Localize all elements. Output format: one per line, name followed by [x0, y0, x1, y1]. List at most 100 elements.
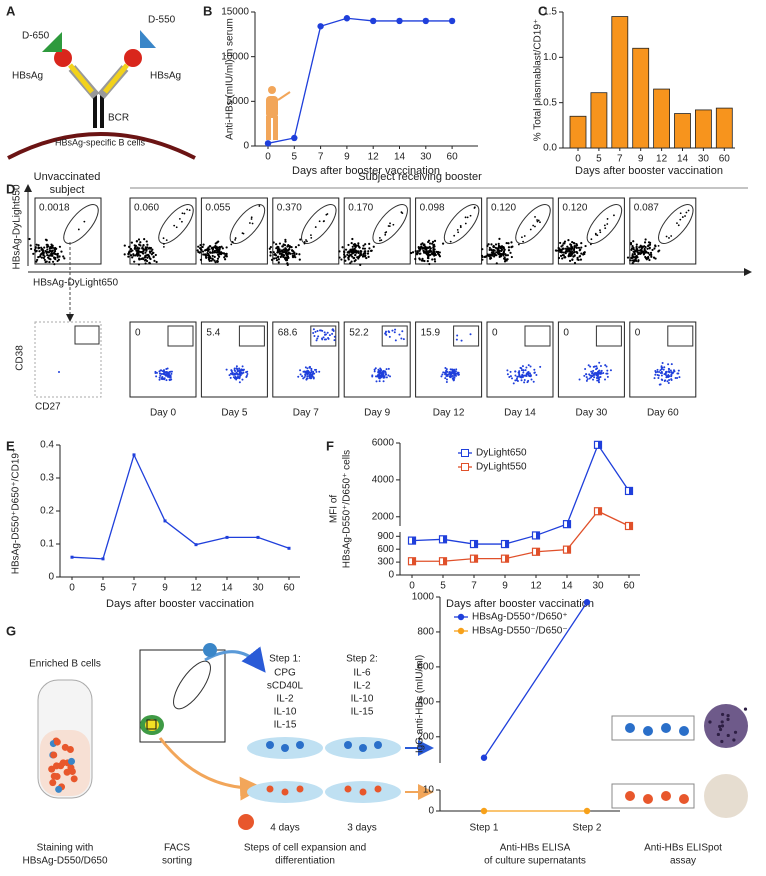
- point: [531, 547, 541, 556]
- cell-dot: [229, 376, 232, 379]
- cell-dot: [659, 369, 662, 372]
- cell-dot: [534, 225, 536, 228]
- cell-dot: [687, 209, 690, 212]
- bar: [611, 16, 629, 149]
- flow-plot: [129, 321, 197, 398]
- cell-dot: [436, 250, 440, 254]
- cell-dot: [516, 375, 519, 378]
- cell-dot: [58, 245, 62, 248]
- cell-dot: [239, 372, 242, 375]
- cell-dot: [453, 234, 456, 237]
- cell-dot: [598, 361, 601, 364]
- cell-dot: [562, 251, 565, 254]
- cell-dot: [643, 249, 646, 252]
- cell-dot: [427, 250, 431, 253]
- cell-dot: [127, 255, 130, 258]
- cell-dot: [629, 241, 633, 245]
- cell-dot: [522, 369, 525, 372]
- cell-dot: [58, 371, 60, 373]
- caption: differentiation: [275, 856, 335, 867]
- gate-value: 0.120: [491, 203, 516, 214]
- point: [624, 521, 634, 531]
- cell-dot: [38, 250, 41, 253]
- cell-dot: [533, 368, 536, 371]
- point-fill: [598, 441, 602, 449]
- cell-dot: [272, 251, 275, 254]
- cell-dot: [309, 377, 312, 380]
- dye: [42, 32, 62, 52]
- cell-dot: [144, 251, 147, 254]
- cell-dot: [269, 254, 272, 257]
- cell-dot: [639, 252, 642, 255]
- cell-dot: [668, 379, 671, 382]
- cell-dot: [297, 244, 300, 247]
- cell-dot: [223, 256, 226, 259]
- spot: [732, 738, 736, 742]
- cell-dot: [630, 248, 633, 251]
- cell-dot: [593, 376, 596, 379]
- day-label: Day 12: [433, 408, 465, 419]
- cell-dot: [37, 256, 40, 259]
- x-tick-label: 60: [719, 154, 731, 165]
- cell-dot: [488, 248, 491, 252]
- cell-dot: [389, 222, 391, 225]
- cell-dot: [294, 256, 297, 259]
- cell-dot: [360, 253, 363, 256]
- panel-label: A: [6, 3, 16, 18]
- cell-dot: [270, 258, 274, 261]
- cell-dot: [238, 381, 241, 384]
- cell-dot: [143, 238, 146, 241]
- cell-dot: [42, 254, 45, 257]
- cell-dot: [632, 248, 635, 251]
- cell-dot: [654, 257, 657, 260]
- x-tick-label: 5: [100, 583, 106, 594]
- cell-dot: [318, 220, 321, 223]
- cell-dot: [431, 258, 434, 261]
- spot: [733, 730, 738, 734]
- point: [500, 554, 510, 563]
- cell-dot: [239, 374, 242, 377]
- cell-dot: [326, 331, 329, 334]
- cell-dot: [579, 258, 583, 261]
- cell-dot: [524, 369, 527, 372]
- cell-dot: [578, 378, 581, 381]
- cell-dot: [518, 371, 521, 374]
- x-tick-label: 0: [265, 152, 271, 163]
- step-item: IL-2: [276, 694, 294, 705]
- cell-dot: [144, 262, 147, 265]
- x-tick-label: 30: [698, 154, 710, 165]
- cell-dot: [492, 248, 495, 252]
- cell-dot: [44, 238, 48, 241]
- gate-value: 0: [635, 328, 641, 339]
- cell-dot: [416, 250, 419, 253]
- gate-value: 0.087: [634, 203, 659, 214]
- cell-dot: [208, 245, 211, 248]
- gate: [63, 204, 99, 244]
- cell-dot: [49, 258, 52, 261]
- cell: [266, 785, 274, 793]
- gate: [658, 204, 694, 244]
- x-tick-label: Step 2: [573, 823, 602, 834]
- line: [71, 453, 290, 560]
- gate: [586, 204, 623, 244]
- x-tick-label: 12: [530, 581, 542, 592]
- cell: [344, 785, 352, 793]
- cell-dot: [346, 253, 349, 256]
- cell: [679, 726, 689, 736]
- cell-dot: [668, 368, 671, 371]
- cell-dot: [276, 251, 279, 254]
- cell-dot: [141, 247, 144, 250]
- point: [593, 440, 603, 449]
- cell-dot: [502, 251, 505, 254]
- bar: [632, 47, 650, 149]
- cell-dot: [510, 241, 513, 244]
- cell-dot: [163, 378, 166, 381]
- cell-dot: [361, 247, 365, 250]
- cell-dot: [278, 242, 282, 245]
- point: [317, 23, 324, 30]
- cell-dot: [575, 250, 578, 254]
- cell-dot: [46, 248, 49, 251]
- bar: [569, 115, 587, 149]
- cell-dot: [580, 252, 583, 255]
- cell-dot: [452, 372, 455, 375]
